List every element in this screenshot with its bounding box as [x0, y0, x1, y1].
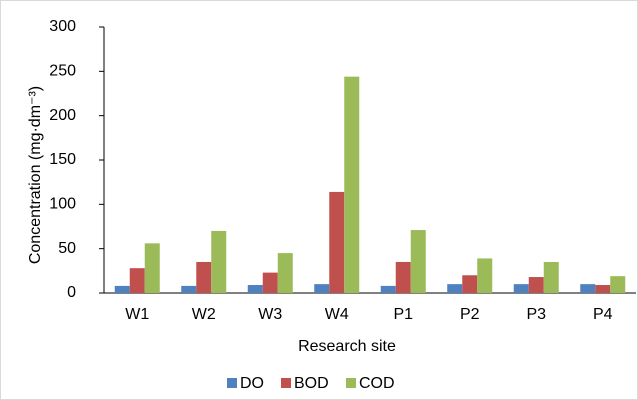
bar — [462, 275, 478, 293]
y-tick-label: 250 — [49, 63, 76, 80]
bar — [543, 261, 559, 293]
x-tick-label: W1 — [125, 306, 149, 323]
bar — [344, 76, 360, 293]
y-axis-label: Concentration (mg·dm⁻³) — [27, 86, 44, 264]
y-tick-label: 200 — [49, 107, 76, 124]
legend-swatch — [346, 378, 356, 388]
bar — [447, 284, 463, 293]
bar — [181, 285, 197, 293]
bar — [114, 285, 130, 293]
x-tick-label: W2 — [192, 306, 216, 323]
y-tick-label: 300 — [49, 18, 76, 35]
bar — [380, 285, 396, 293]
bar — [610, 276, 626, 293]
bar — [196, 261, 212, 293]
bar — [528, 277, 544, 293]
x-axis-label: Research site — [298, 338, 396, 355]
bar — [247, 285, 263, 293]
y-tick-label: 150 — [49, 151, 76, 168]
bar — [277, 253, 293, 293]
bar — [262, 272, 278, 293]
y-tick-label: 50 — [58, 240, 76, 257]
y-tick-label: 0 — [67, 284, 76, 301]
bar — [580, 284, 596, 293]
bar — [314, 284, 330, 293]
legend-swatch — [227, 378, 237, 388]
bar — [129, 268, 145, 293]
legend-label: COD — [359, 375, 395, 392]
x-tick-label: W3 — [258, 306, 282, 323]
x-tick-label: P4 — [593, 306, 613, 323]
bar — [144, 243, 160, 293]
x-tick-label: P2 — [460, 306, 480, 323]
x-tick-label: W4 — [325, 306, 349, 323]
bar — [211, 230, 227, 293]
bar — [410, 230, 426, 293]
x-tick-label: P3 — [526, 306, 546, 323]
bar — [513, 284, 529, 293]
legend-swatch — [281, 378, 291, 388]
bar — [395, 261, 411, 293]
legend-label: BOD — [294, 375, 329, 392]
y-tick-label: 100 — [49, 196, 76, 213]
bar — [477, 258, 493, 293]
x-tick-label: P1 — [393, 306, 413, 323]
bar — [329, 191, 345, 293]
legend-label: DO — [240, 375, 264, 392]
bar — [595, 285, 611, 293]
